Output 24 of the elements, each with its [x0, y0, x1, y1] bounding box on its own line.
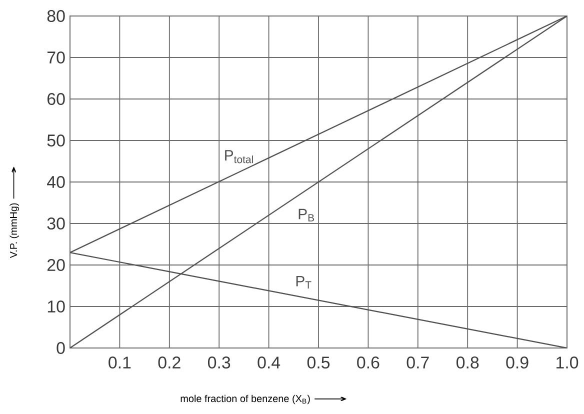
x-tick-label: 0.1: [108, 356, 131, 369]
y-tick-label: 20: [48, 259, 65, 272]
x-tick-label: 0.9: [506, 356, 528, 369]
series-label: P$_{T}$: [296, 276, 312, 288]
x-tick-label: 0.7: [406, 356, 429, 369]
y-tick-label: 30: [47, 218, 65, 230]
series-label: P$_{total}$: [225, 150, 253, 164]
x-tick-label: 0.2: [158, 356, 180, 369]
y-axis-title: V.P. (mmHg) ⟶: [10, 166, 19, 258]
series-label: P$_{B}$: [298, 208, 314, 222]
y-tick-label: 40: [47, 176, 65, 188]
y-tick-label: 10: [48, 300, 65, 312]
x-tick-label: 0.6: [357, 356, 380, 369]
x-tick-label: 0.8: [456, 356, 479, 369]
y-tick-label: 50: [47, 134, 65, 147]
y-tick-label: 80: [47, 10, 65, 22]
y-tick-label: 70: [48, 52, 65, 64]
x-tick-label: 1.0: [556, 356, 578, 369]
y-tick-label: 60: [48, 93, 65, 106]
x-tick-label: 0.3: [208, 356, 230, 369]
y-tick-label: 0: [56, 342, 65, 354]
x-tick-label: 0.4: [258, 356, 280, 369]
x-axis-title: mole fraction of benzene (X$_{B}$) ⟶: [180, 394, 346, 404]
x-tick-label: 0.5: [307, 356, 330, 369]
